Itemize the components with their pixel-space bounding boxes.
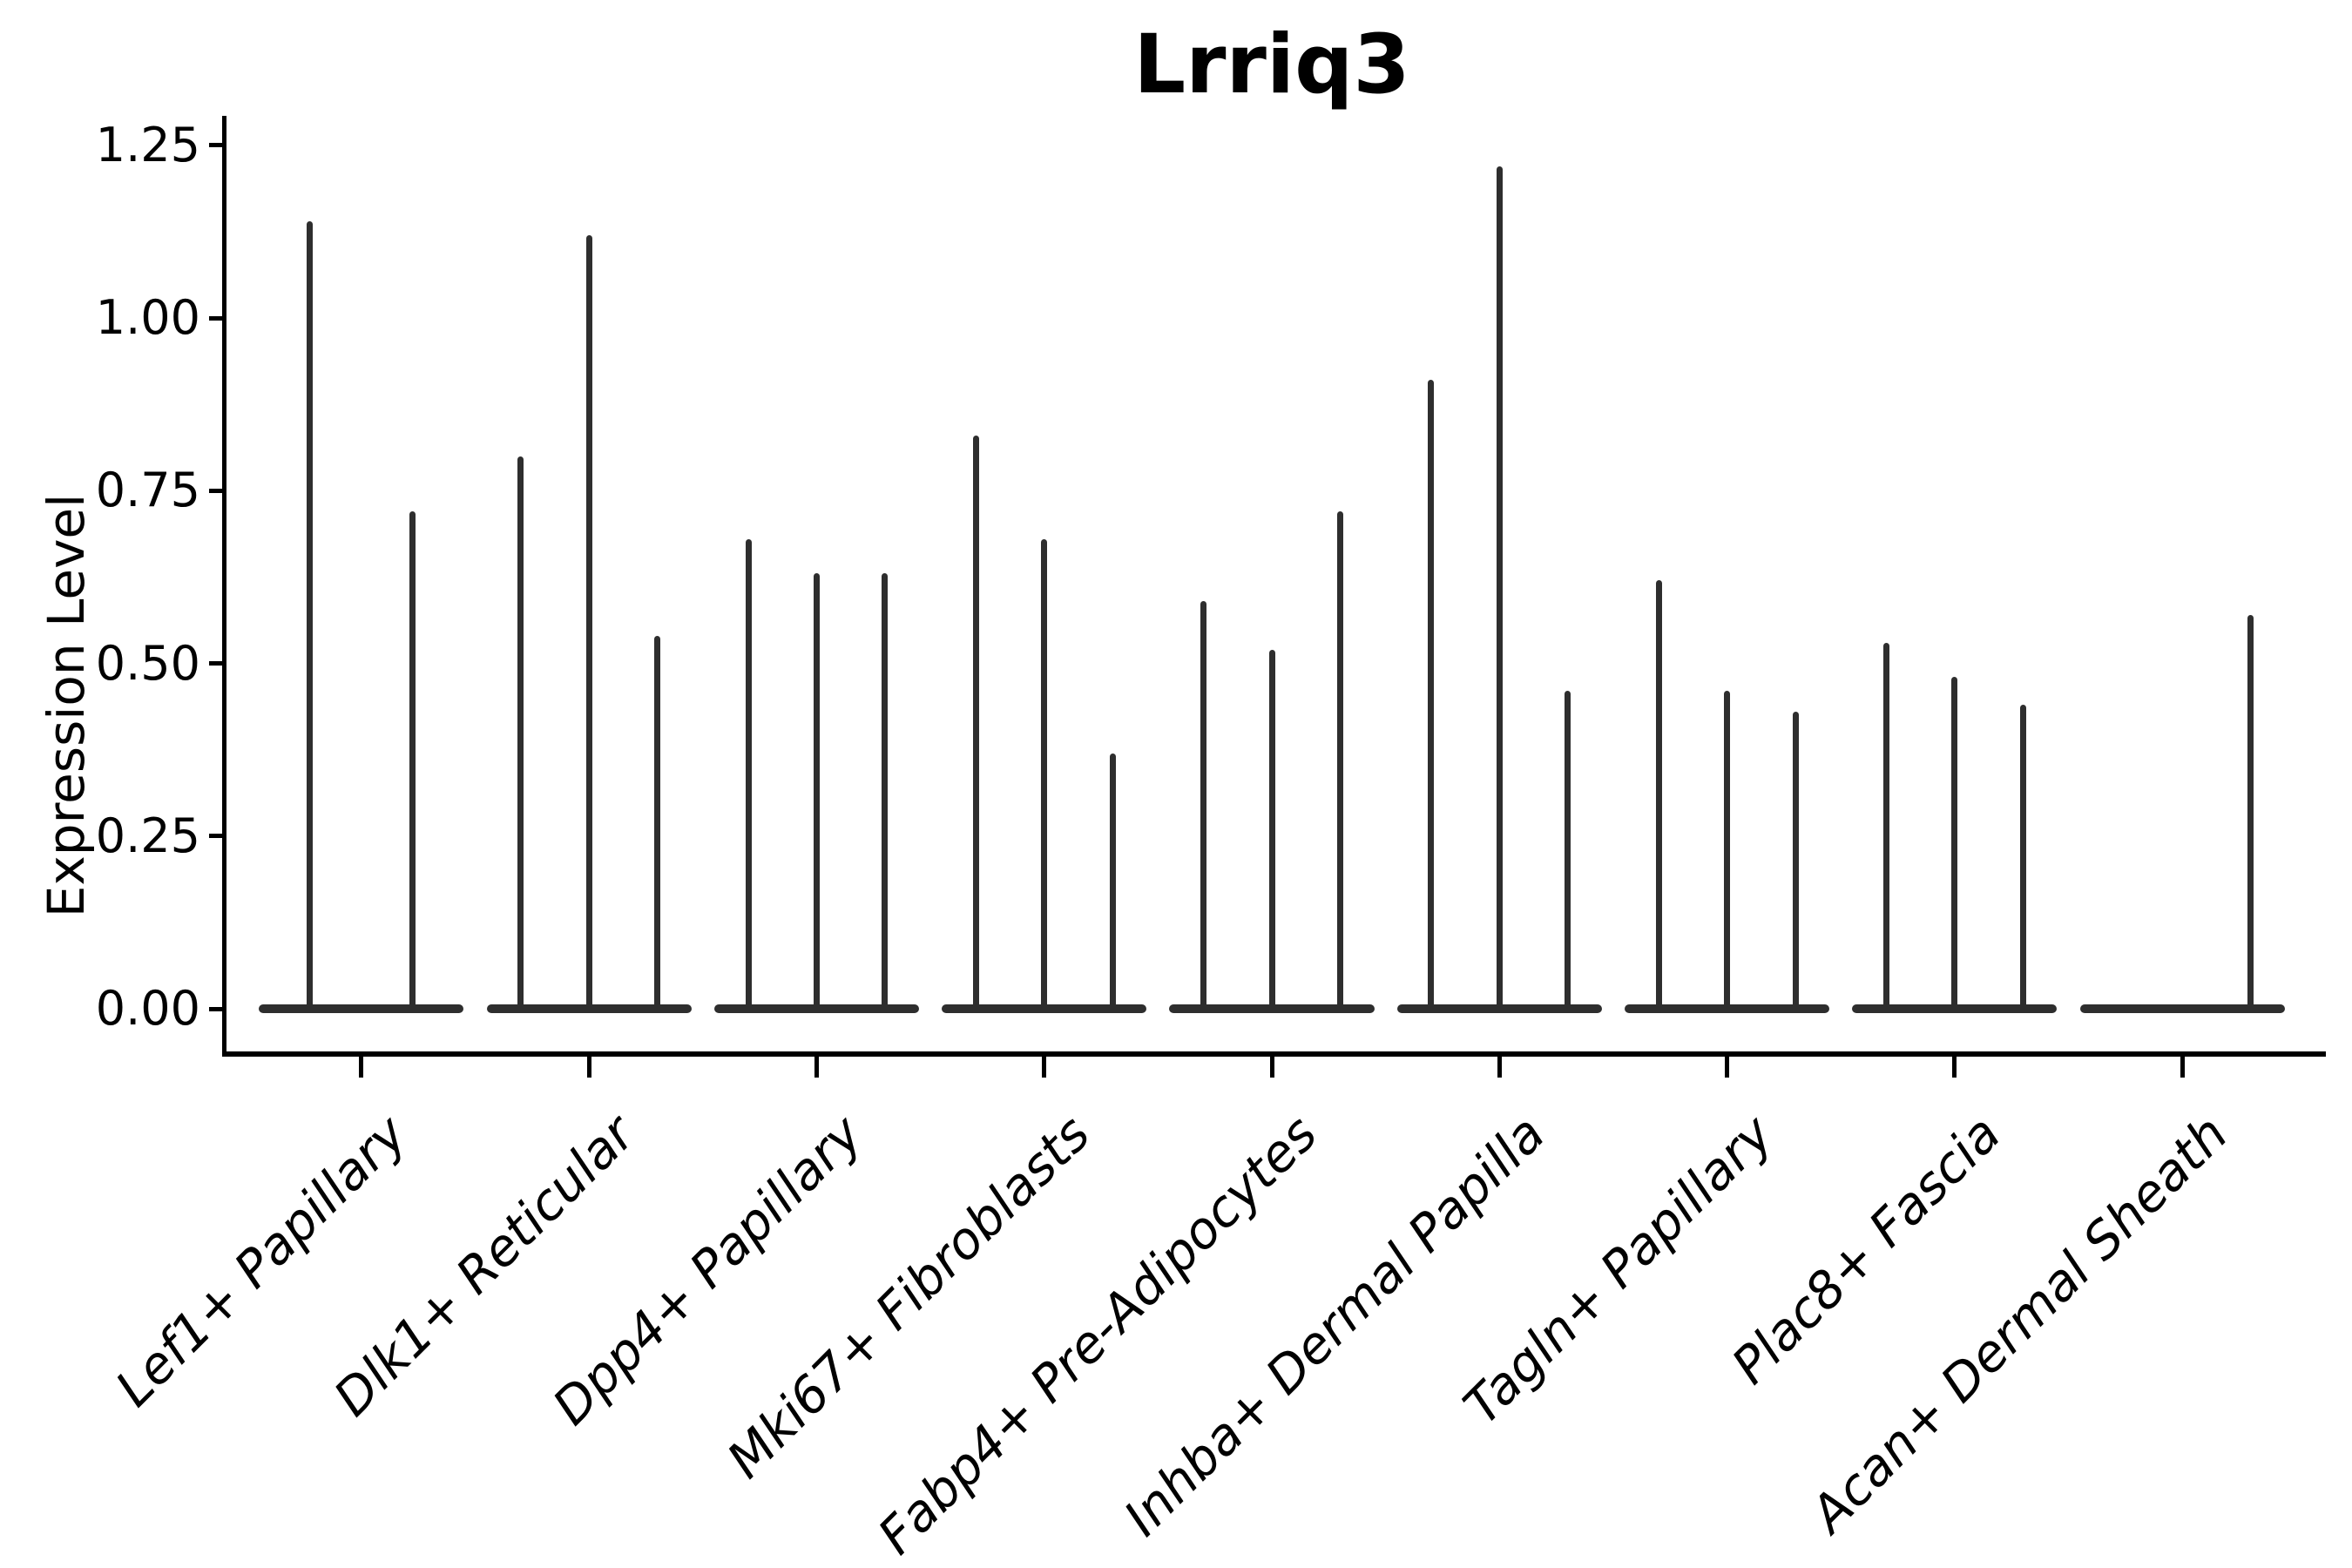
x-tick [1725,1057,1730,1078]
violin-spike [745,538,752,1013]
x-tick [2180,1057,2185,1078]
x-tick [1269,1057,1274,1078]
y-tick [209,488,225,493]
violin-spike [1336,511,1343,1013]
x-tick [814,1057,819,1078]
violin-spike [813,573,820,1013]
violin-spike [972,435,979,1013]
violin-spike [1883,642,1890,1013]
x-tick [586,1057,591,1078]
violin-spike [1792,712,1799,1013]
x-tick [1952,1057,1957,1078]
violin-spike [585,234,592,1013]
violin-spike [1428,380,1435,1013]
y-tick-label: 1.00 [95,290,200,345]
y-tick [209,834,225,839]
violin-spike [1200,601,1207,1013]
violin-spike [409,511,416,1013]
violin-spike [1496,166,1503,1013]
y-tick-label: 0.00 [95,981,200,1036]
violin-spike [1951,677,1958,1013]
violin-spike [882,573,889,1013]
plot-title: Lrriq3 [1133,17,1410,112]
violin-base [259,1004,464,1013]
y-tick [209,1006,225,1011]
x-tick [1497,1057,1502,1078]
violin-spike [1268,649,1275,1013]
y-axis-spine [222,116,226,1057]
y-tick [209,143,225,148]
x-tick [359,1057,364,1078]
violin-spike [1655,580,1662,1013]
x-tick-label: Inhba+ Dermal Papilla [1112,1104,1557,1548]
x-axis-spine [222,1051,2326,1057]
y-tick-label: 1.25 [95,117,200,172]
violin-spike [2019,705,2026,1013]
violin-spike [1041,538,1048,1013]
y-tick-label: 0.25 [95,808,200,863]
violin-spike [1724,691,1731,1013]
y-tick-label: 0.50 [95,635,200,691]
violin-spike [2247,614,2254,1013]
violin-spike [1109,753,1116,1013]
y-tick [209,315,225,321]
x-tick-label: Fabp4+ Pre-Adipocytes [867,1104,1329,1566]
violin-spike [307,220,314,1013]
violin-spike [1565,691,1571,1013]
violin-spike [653,635,660,1013]
y-tick [209,661,225,666]
x-tick-label: Acan+ Dermal Sheath [1799,1104,2240,1544]
y-tick-label: 0.75 [95,463,200,518]
violin-base [2079,1004,2285,1013]
x-tick [1042,1057,1047,1078]
violin-spike [517,456,524,1013]
